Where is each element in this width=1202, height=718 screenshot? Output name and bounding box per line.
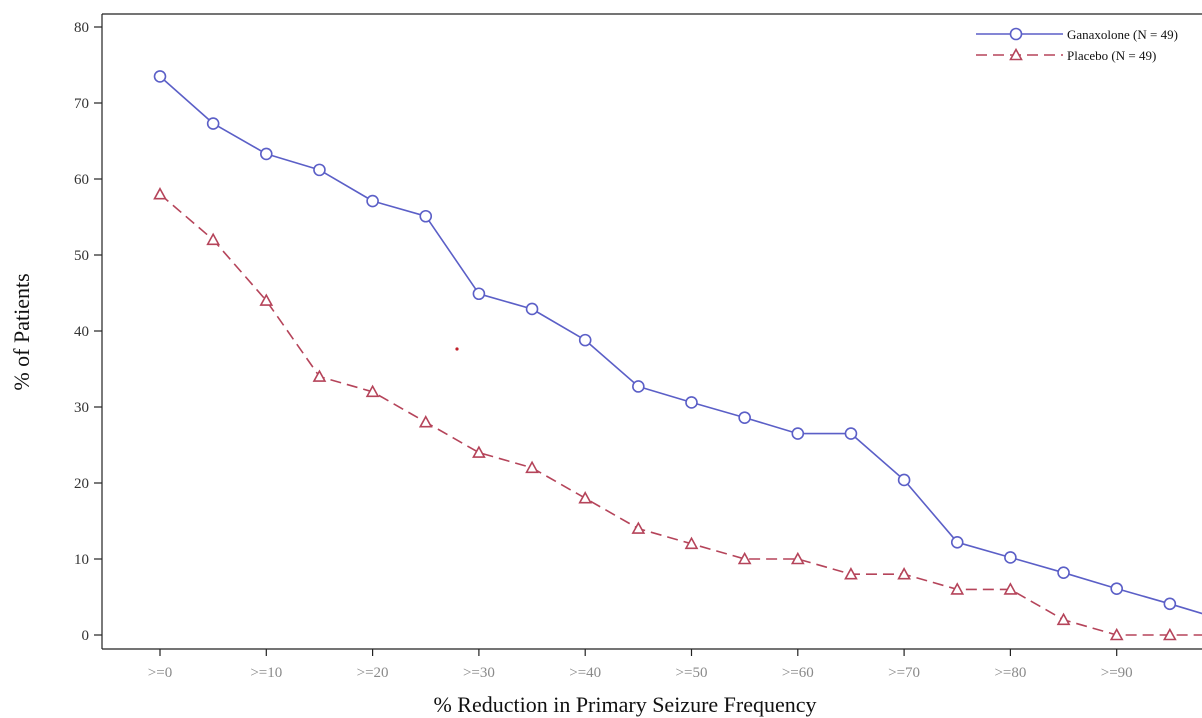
x-tick-label: >=80 xyxy=(994,665,1026,681)
data-point-placebo xyxy=(418,415,433,428)
y-tick-label: 0 xyxy=(82,628,90,644)
x-tick-label: >=70 xyxy=(888,665,920,681)
data-point-placebo xyxy=(259,293,274,306)
legend-item-placebo: Placebo (N = 49) xyxy=(976,47,1156,63)
legend-swatch-ganaxolone-marker xyxy=(1009,27,1023,41)
x-tick-label: >=20 xyxy=(357,665,389,681)
data-point-ganaxolone xyxy=(206,117,220,130)
data-point-placebo xyxy=(1056,612,1071,626)
data-point-ganaxolone xyxy=(1057,566,1070,579)
data-point-ganaxolone xyxy=(525,302,539,316)
data-point-placebo xyxy=(1109,627,1124,641)
x-tick-label: >=40 xyxy=(569,665,601,681)
data-point-ganaxolone xyxy=(1110,582,1123,595)
series-line-placebo xyxy=(159,193,1202,636)
data-point-placebo xyxy=(737,551,752,565)
y-tick-label: 30 xyxy=(74,400,89,416)
data-point-placebo xyxy=(312,369,327,382)
data-point-placebo xyxy=(950,582,965,595)
data-point-placebo xyxy=(206,232,221,246)
stray-dot-mark xyxy=(455,347,459,351)
data-point-placebo xyxy=(153,187,167,200)
legend-item-ganaxolone: Ganaxolone (N = 49) xyxy=(976,27,1178,42)
data-point-placebo xyxy=(365,384,380,398)
data-point-ganaxolone xyxy=(366,194,379,208)
y-tick-label: 40 xyxy=(74,324,89,340)
data-point-ganaxolone xyxy=(897,473,911,487)
data-point-ganaxolone xyxy=(313,163,326,177)
data-point-ganaxolone xyxy=(472,287,486,301)
y-tick-label: 60 xyxy=(74,172,89,188)
y-tick-label: 70 xyxy=(74,96,89,112)
series-line-ganaxolone xyxy=(159,75,1202,615)
data-point-placebo xyxy=(1162,627,1177,641)
y-tick-label: 50 xyxy=(74,248,89,264)
data-point-placebo xyxy=(897,567,911,580)
data-point-ganaxolone xyxy=(1163,597,1177,611)
data-point-ganaxolone xyxy=(578,333,592,347)
y-axis-ticks: 0 10 20 30 40 50 60 70 80 xyxy=(74,20,102,644)
series-layer xyxy=(153,70,1202,641)
legend: Ganaxolone (N = 49) Placebo (N = 49) xyxy=(976,27,1178,63)
y-axis-title: % of Patients xyxy=(9,273,34,390)
data-point-ganaxolone xyxy=(632,380,645,393)
x-tick-label: >=50 xyxy=(676,665,708,681)
legend-label-ganaxolone: Ganaxolone (N = 49) xyxy=(1067,27,1178,42)
x-axis-ticks: >=0 >=10 >=20 >=30 >=40 >=50 >=60 >=70 >=80 >=90 xyxy=(148,649,1133,681)
data-point-ganaxolone xyxy=(1004,551,1017,564)
data-point-ganaxolone xyxy=(738,411,751,424)
x-tick-label: >=30 xyxy=(463,665,495,681)
x-tick-label: >=90 xyxy=(1101,665,1133,681)
y-tick-label: 20 xyxy=(74,476,89,492)
data-point-placebo xyxy=(1003,582,1018,595)
data-point-placebo xyxy=(631,521,646,534)
x-axis-title: % Reduction in Primary Seizure Frequency xyxy=(433,692,816,717)
data-point-placebo xyxy=(578,491,593,504)
data-point-ganaxolone xyxy=(153,70,167,83)
data-point-ganaxolone xyxy=(844,427,858,440)
y-tick-label: 80 xyxy=(74,20,89,36)
x-tick-label: >=10 xyxy=(250,665,282,681)
x-tick-label: >=60 xyxy=(782,665,814,681)
data-point-placebo xyxy=(472,445,486,458)
data-point-placebo xyxy=(684,536,699,550)
y-tick-label: 10 xyxy=(74,552,89,568)
data-point-ganaxolone xyxy=(259,147,273,161)
plot-frame xyxy=(101,13,1202,650)
data-point-ganaxolone xyxy=(950,535,964,549)
data-point-placebo xyxy=(790,551,805,565)
data-point-ganaxolone xyxy=(791,427,805,440)
x-tick-label: >=0 xyxy=(148,665,172,681)
data-point-placebo xyxy=(525,460,539,474)
data-point-ganaxolone xyxy=(685,396,698,409)
data-point-ganaxolone xyxy=(419,209,433,223)
legend-swatch-placebo-marker xyxy=(1009,47,1023,61)
legend-label-placebo: Placebo (N = 49) xyxy=(1067,48,1156,63)
data-point-placebo xyxy=(844,567,858,580)
